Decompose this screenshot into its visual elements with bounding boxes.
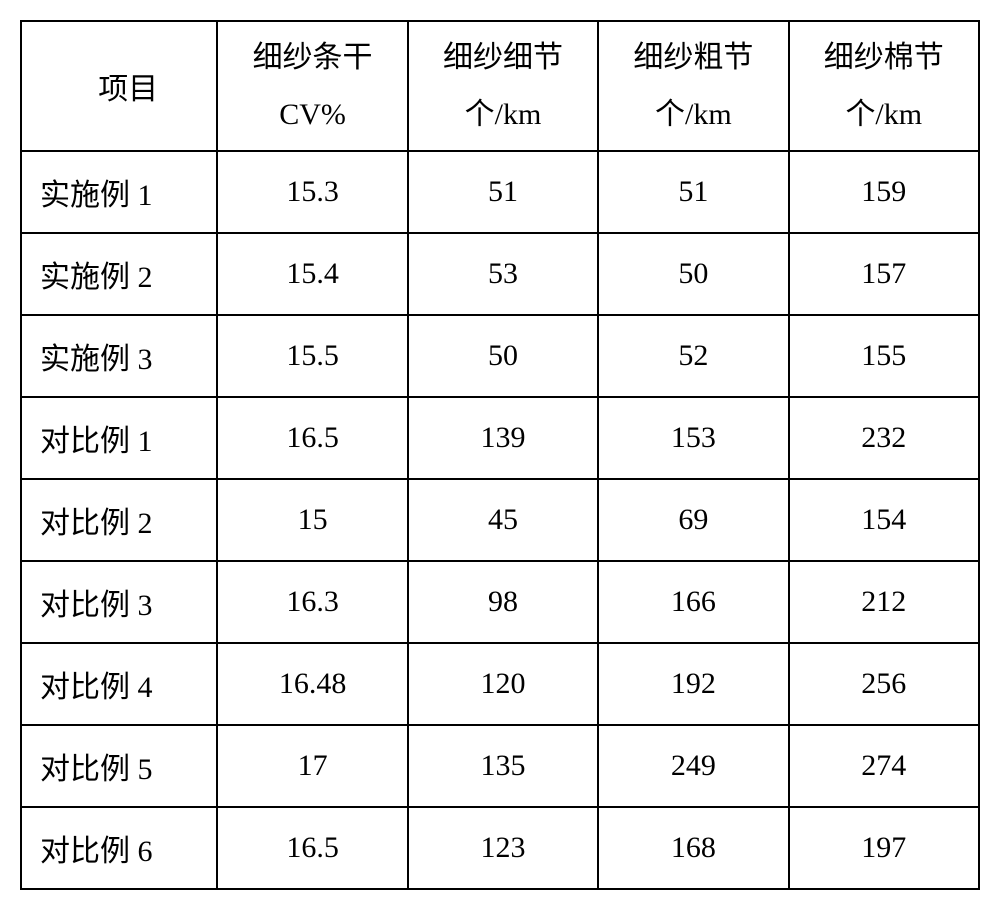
- table-row: 对比例 1 16.5 139 153 232: [21, 397, 979, 479]
- cell-thin: 50: [408, 315, 598, 397]
- cell-thick: 249: [598, 725, 788, 807]
- header-thick-line2: 个/km: [599, 86, 787, 143]
- header-item-label: 项目: [98, 73, 158, 106]
- table-row: 实施例 2 15.4 53 50 157: [21, 233, 979, 315]
- cell-nep: 159: [789, 151, 979, 233]
- row-label: 对比例 4: [21, 643, 217, 725]
- cell-thin: 139: [408, 397, 598, 479]
- row-label: 实施例 3: [21, 315, 217, 397]
- table-header: 项目 细纱条干 CV% 细纱细节 个/km 细纱粗节 个/km 细纱棉节 个/k…: [21, 21, 979, 151]
- row-label: 实施例 2: [21, 233, 217, 315]
- cell-thick: 50: [598, 233, 788, 315]
- row-label: 对比例 5: [21, 725, 217, 807]
- cell-nep: 155: [789, 315, 979, 397]
- table-row: 对比例 6 16.5 123 168 197: [21, 807, 979, 889]
- data-table: 项目 细纱条干 CV% 细纱细节 个/km 细纱粗节 个/km 细纱棉节 个/k…: [20, 20, 980, 890]
- cell-cv: 15.5: [217, 315, 407, 397]
- cell-thin: 53: [408, 233, 598, 315]
- cell-thick: 192: [598, 643, 788, 725]
- header-thick: 细纱粗节 个/km: [598, 21, 788, 151]
- row-label: 对比例 6: [21, 807, 217, 889]
- table-row: 对比例 5 17 135 249 274: [21, 725, 979, 807]
- cell-cv: 16.48: [217, 643, 407, 725]
- row-label: 对比例 2: [21, 479, 217, 561]
- table-row: 对比例 4 16.48 120 192 256: [21, 643, 979, 725]
- cell-thin: 45: [408, 479, 598, 561]
- header-thin-line2: 个/km: [409, 86, 597, 143]
- cell-thin: 98: [408, 561, 598, 643]
- cell-cv: 15.3: [217, 151, 407, 233]
- cell-thick: 52: [598, 315, 788, 397]
- header-thin: 细纱细节 个/km: [408, 21, 598, 151]
- cell-cv: 16.5: [217, 807, 407, 889]
- cell-thin: 123: [408, 807, 598, 889]
- row-label: 对比例 3: [21, 561, 217, 643]
- row-label: 实施例 1: [21, 151, 217, 233]
- header-nep-line2: 个/km: [790, 86, 978, 143]
- header-row: 项目 细纱条干 CV% 细纱细节 个/km 细纱粗节 个/km 细纱棉节 个/k…: [21, 21, 979, 151]
- cell-cv: 17: [217, 725, 407, 807]
- header-nep-line1: 细纱棉节: [790, 29, 978, 86]
- cell-nep: 232: [789, 397, 979, 479]
- cell-cv: 16.5: [217, 397, 407, 479]
- header-item: 项目: [21, 21, 217, 151]
- cell-nep: 212: [789, 561, 979, 643]
- cell-thick: 69: [598, 479, 788, 561]
- cell-cv: 16.3: [217, 561, 407, 643]
- cell-cv: 15.4: [217, 233, 407, 315]
- cell-nep: 274: [789, 725, 979, 807]
- header-nep: 细纱棉节 个/km: [789, 21, 979, 151]
- cell-thick: 51: [598, 151, 788, 233]
- table-row: 对比例 3 16.3 98 166 212: [21, 561, 979, 643]
- cell-nep: 154: [789, 479, 979, 561]
- header-thin-line1: 细纱细节: [409, 29, 597, 86]
- cell-thin: 135: [408, 725, 598, 807]
- cell-thin: 51: [408, 151, 598, 233]
- cell-thick: 153: [598, 397, 788, 479]
- table-row: 实施例 1 15.3 51 51 159: [21, 151, 979, 233]
- row-label: 对比例 1: [21, 397, 217, 479]
- cell-thin: 120: [408, 643, 598, 725]
- cell-nep: 197: [789, 807, 979, 889]
- table-row: 对比例 2 15 45 69 154: [21, 479, 979, 561]
- table-container: 项目 细纱条干 CV% 细纱细节 个/km 细纱粗节 个/km 细纱棉节 个/k…: [20, 20, 980, 890]
- header-cv: 细纱条干 CV%: [217, 21, 407, 151]
- cell-nep: 157: [789, 233, 979, 315]
- cell-cv: 15: [217, 479, 407, 561]
- header-cv-line1: 细纱条干: [218, 29, 406, 86]
- header-thick-line1: 细纱粗节: [599, 29, 787, 86]
- cell-nep: 256: [789, 643, 979, 725]
- cell-thick: 168: [598, 807, 788, 889]
- table-body: 实施例 1 15.3 51 51 159 实施例 2 15.4 53 50 15…: [21, 151, 979, 889]
- header-cv-line2: CV%: [218, 86, 406, 143]
- cell-thick: 166: [598, 561, 788, 643]
- table-row: 实施例 3 15.5 50 52 155: [21, 315, 979, 397]
